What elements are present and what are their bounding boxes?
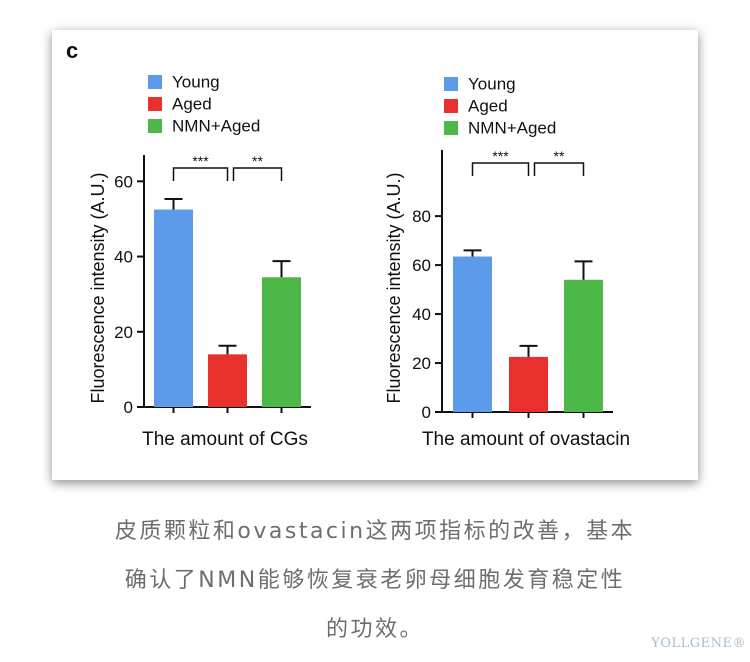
chart2-legend-swatch: [444, 77, 458, 91]
chart1-bar: [262, 277, 301, 407]
chart2-bar: [509, 356, 548, 412]
chart2-legend-label: Young: [468, 75, 516, 94]
chart2-legend-swatch: [444, 99, 458, 113]
chart1-legend-label: NMN+Aged: [172, 117, 260, 136]
chart1-significance-bracket: [172, 167, 229, 181]
chart1-significance-label: ***: [192, 153, 209, 169]
chart1-y-tick-label: 0: [124, 398, 133, 417]
chart2-y-tick-label: 0: [422, 403, 431, 422]
chart1-legend-label: Aged: [172, 95, 212, 114]
chart2-legend-label: NMN+Aged: [468, 119, 556, 138]
chart2-significance-label: ***: [492, 148, 509, 164]
caption-line-1: 皮质颗粒和ovastacin这两项指标的改善，基本: [114, 519, 636, 544]
chart1-y-tick-label: 60: [114, 172, 133, 191]
chart2-bar: [564, 279, 603, 412]
chart2-significance-bracket: [533, 162, 585, 176]
chart1-bar: [154, 209, 193, 407]
chart1-bar: [208, 354, 247, 407]
chart1-legend-label: Young: [172, 73, 220, 92]
panel-label: c: [66, 38, 79, 63]
chart1-significance-bracket: [232, 167, 283, 181]
chart1-significance-label: **: [252, 153, 263, 169]
chart1-y-tick-label: 20: [114, 323, 133, 342]
figure-card: c Young Aged NMN+Aged 0 20 40 60 *** ** The amoun…: [52, 30, 698, 480]
chart2-bar: [453, 256, 492, 412]
chart2-x-axis-label: The amount of ovastacin: [422, 429, 630, 450]
brand-logo: YOLLGENE®: [651, 636, 746, 651]
chart2-legend-label: Aged: [468, 97, 508, 116]
chart1-legend-swatch: [148, 97, 162, 111]
chart2-y-axis-label: Fluorescence intensity (A.U.): [384, 172, 404, 403]
chart1-legend-swatch: [148, 75, 162, 89]
caption-line-3: 的功效。: [325, 617, 424, 642]
chart2-y-tick-label: 60: [412, 256, 431, 275]
chart2-y-tick-label: 80: [412, 207, 431, 226]
chart1-x-axis-label: The amount of CGs: [142, 429, 308, 450]
chart1-legend-swatch: [148, 119, 162, 133]
chart1-y-axis-label: Fluorescence intensity (A.U.): [88, 172, 108, 403]
chart1-y-tick-label: 40: [114, 248, 133, 267]
caption: 皮质颗粒和ovastacin这两项指标的改善，基本 确认了NMN能够恢复衰老卵母…: [0, 507, 750, 654]
caption-line-2: 确认了NMN能够恢复衰老卵母细胞发育稳定性: [124, 568, 626, 593]
chart2-significance-bracket: [471, 162, 530, 176]
chart2-y-tick-label: 20: [412, 354, 431, 373]
chart2-legend-swatch: [444, 121, 458, 135]
chart2-y-tick-label: 40: [412, 305, 431, 324]
chart2-significance-label: **: [554, 148, 565, 164]
